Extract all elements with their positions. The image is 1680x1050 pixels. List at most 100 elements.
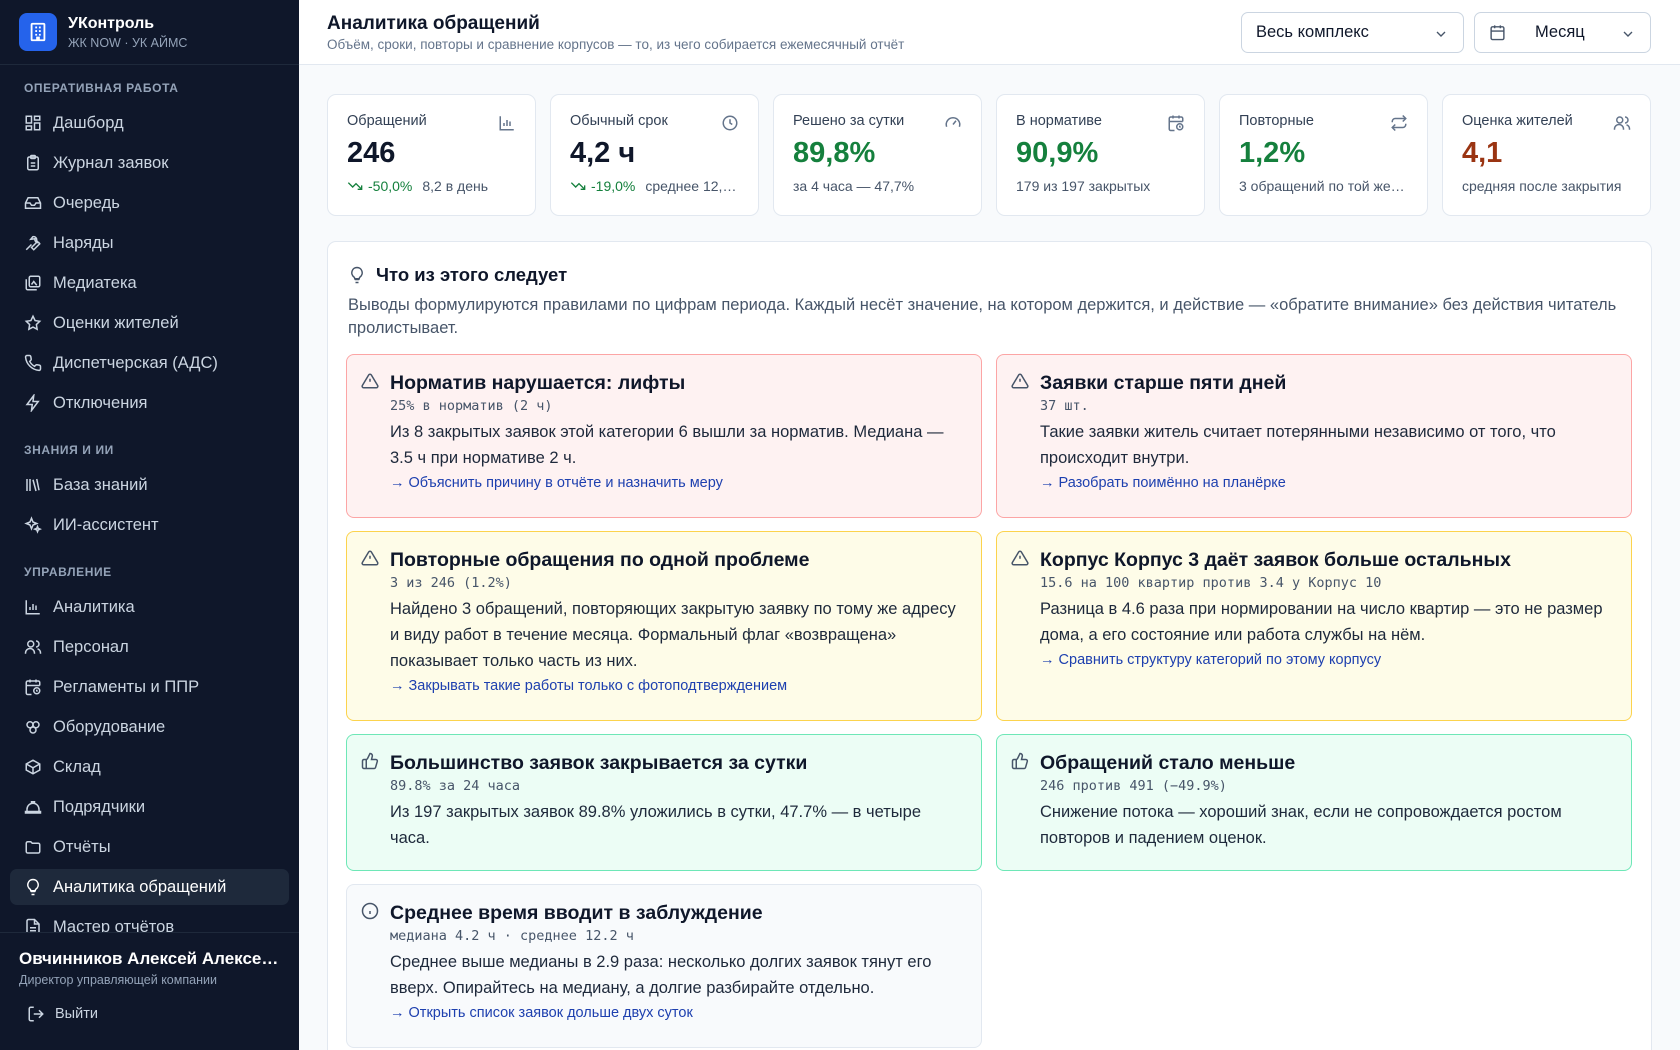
page-subtitle: Объём, сроки, повторы и сравнение корпус…: [327, 37, 905, 52]
clock-icon: [722, 115, 738, 131]
sidebar-item-label: Склад: [53, 757, 101, 776]
library-icon: [26, 478, 40, 492]
insight-action-link[interactable]: → Открыть список заявок дольше двух суто…: [390, 1005, 693, 1021]
page-title: Аналитика обращений: [327, 13, 540, 34]
sidebar-item-warehouse[interactable]: Склад: [10, 749, 289, 785]
kpi-label: Оценка жителей: [1462, 113, 1573, 129]
sidebar-item-queue[interactable]: Очередь: [10, 185, 289, 221]
insight-action-link[interactable]: → Разобрать поимённо на планёрке: [1040, 475, 1286, 491]
sidebar-item-label: Оценки жителей: [53, 313, 179, 332]
cogs-icon: [26, 721, 40, 734]
trend-down-icon: [570, 182, 586, 190]
kpi-label: Повторные: [1239, 113, 1314, 129]
kpi-label: В нормативе: [1016, 113, 1102, 129]
insight-text: Такие заявки житель считает потерянными …: [1040, 423, 1556, 467]
sparkles-icon: [24, 516, 42, 534]
sidebar-item-request-analytics[interactable]: Аналитика обращений: [10, 869, 289, 905]
clipboard-icon: [27, 154, 39, 171]
calendar-icon: [1490, 25, 1505, 41]
sidebar-item-label: Наряды: [53, 233, 114, 252]
sidebar-item-label: Журнал заявок: [53, 153, 169, 172]
info-icon: [361, 902, 379, 920]
sidebar-item-label: Мастер отчётов: [53, 917, 175, 936]
sidebar-item-media[interactable]: Медиатека: [10, 265, 289, 301]
kpi-delta-value: -19,0%: [591, 178, 636, 194]
insight-card: Обращений стало меньше 246 против 491 (−…: [996, 734, 1632, 871]
bar-chart-icon: [499, 116, 514, 131]
building-icon: [19, 13, 57, 51]
insight-text: Из 197 закрытых заявок 89.8% уложились в…: [390, 803, 922, 847]
brand-sub: ЖК NOW · УК АЙМС: [68, 35, 188, 50]
thumbs-up-icon: [1011, 752, 1029, 770]
insight-title: Среднее время вводит в заблуждение: [390, 902, 763, 924]
kpi-card-resident-rating: Оценка жителей 4,1 средняя после закрыти…: [1442, 94, 1651, 216]
star-icon: [24, 314, 42, 331]
gauge-icon: [945, 117, 961, 127]
lightbulb-icon: [351, 266, 363, 284]
sidebar-item-dispatch[interactable]: Диспетчерская (АДС): [10, 345, 289, 381]
kpi-label: Обычный срок: [570, 113, 668, 129]
kpi-card-repeats: Повторные 1,2% 3 обращений по той же про…: [1219, 94, 1428, 216]
insight-text: Снижение потока — хороший знак, если не …: [1040, 803, 1562, 847]
sidebar-item-label: Медиатека: [53, 273, 137, 292]
sidebar-item-analytics[interactable]: Аналитика: [10, 589, 289, 625]
brand-name: УКонтроль: [68, 14, 155, 32]
sidebar-section-knowledge: Знания и ИИ: [24, 443, 114, 457]
chevron-down-icon: [1623, 31, 1633, 37]
warning-icon: [1011, 373, 1029, 389]
sidebar-item-dashboard[interactable]: Дашборд: [10, 105, 289, 141]
sidebar-item-equipment[interactable]: Оборудование: [10, 709, 289, 745]
inbox-icon: [24, 197, 42, 209]
trend-down-icon: [347, 182, 363, 190]
logout-icon: [28, 1006, 44, 1022]
sidebar-item-regulations[interactable]: Регламенты и ППР: [10, 669, 289, 705]
sidebar-section-operations: Оперативная работа: [24, 81, 179, 95]
insight-card: Повторные обращения по одной проблеме 3 …: [346, 531, 982, 721]
sidebar-item-staff[interactable]: Персонал: [10, 629, 289, 665]
sidebar-item-requests-log[interactable]: Журнал заявок: [10, 145, 289, 181]
insight-action-link[interactable]: → Закрывать такие работы только с фотопо…: [390, 678, 788, 694]
scope-select-value: Весь комплекс: [1256, 23, 1369, 41]
kpi-card-requests: Обращений 246 -50,0% 8,2 в день: [327, 94, 536, 216]
kpi-delta-value: -50,0%: [368, 178, 413, 194]
sidebar-item-label: Регламенты и ППР: [53, 677, 200, 696]
insights-title: Что из этого следует: [348, 264, 567, 286]
kpi-card-typical-time: Обычный срок 4,2 ч -19,0% среднее 12,2 ч: [550, 94, 759, 216]
users-icon: [24, 640, 42, 654]
phone-icon: [24, 354, 42, 372]
insight-title: Норматив нарушается: лифты: [390, 372, 686, 394]
sidebar-item-label: Дашборд: [53, 113, 124, 132]
user-name: Овчинников Алексей Алексеевич: [19, 949, 284, 968]
sidebar-item-ratings[interactable]: Оценки жителей: [10, 305, 289, 341]
insights-title-text: Что из этого следует: [376, 264, 568, 285]
insight-metric: 25% в норматив (2 ч): [390, 398, 553, 414]
brand[interactable]: УКонтроль ЖК NOW · УК АЙМС: [0, 0, 299, 65]
logout-label: Выйти: [55, 1006, 98, 1022]
insight-metric: 15.6 на 100 квартир против 3.4 у Корпус …: [1040, 575, 1382, 591]
sidebar-item-work-orders[interactable]: Наряды: [10, 225, 289, 261]
logout-button[interactable]: Выйти: [19, 1005, 299, 1023]
insight-metric: медиана 4.2 ч · среднее 12.2 ч: [390, 928, 634, 944]
warning-icon: [361, 373, 379, 389]
kpi-foot-text: 179 из 197 закрытых: [1016, 178, 1151, 194]
sidebar-item-ai-assistant[interactable]: ИИ-ассистент: [10, 507, 289, 543]
sidebar-item-label: Подрядчики: [53, 797, 146, 816]
insight-card: Заявки старше пяти дней 37 шт. Такие зая…: [996, 354, 1632, 518]
sidebar-item-reports[interactable]: Отчёты: [10, 829, 289, 865]
sidebar-item-knowledge-base[interactable]: База знаний: [10, 467, 289, 503]
sidebar-item-label: Отчёты: [53, 837, 111, 856]
user-role: Директор управляющей компании: [19, 973, 217, 987]
insight-action-link[interactable]: → Сравнить структуру категорий по этому …: [1040, 652, 1382, 668]
sidebar-item-outages[interactable]: Отключения: [10, 385, 289, 421]
period-select[interactable]: Месяц: [1474, 12, 1651, 53]
scope-select[interactable]: Весь комплекс: [1241, 12, 1464, 53]
insight-card: Большинство заявок закрывается за сутки …: [346, 734, 982, 871]
kpi-card-solved-day: Решено за сутки 89,8% за 4 часа — 47,7%: [773, 94, 982, 216]
kpi-delta: -50,0%: [347, 178, 412, 194]
insight-card: Среднее время вводит в заблуждение медиа…: [346, 884, 982, 1048]
sidebar-item-contractors[interactable]: Подрядчики: [10, 789, 289, 825]
insight-text: Разница в 4.6 раза при нормировании на ч…: [1040, 600, 1603, 644]
sidebar-item-label: Оборудование: [53, 717, 166, 736]
insight-action-link[interactable]: → Объяснить причину в отчёте и назначить…: [390, 475, 723, 491]
insight-title: Большинство заявок закрывается за сутки: [390, 752, 808, 774]
